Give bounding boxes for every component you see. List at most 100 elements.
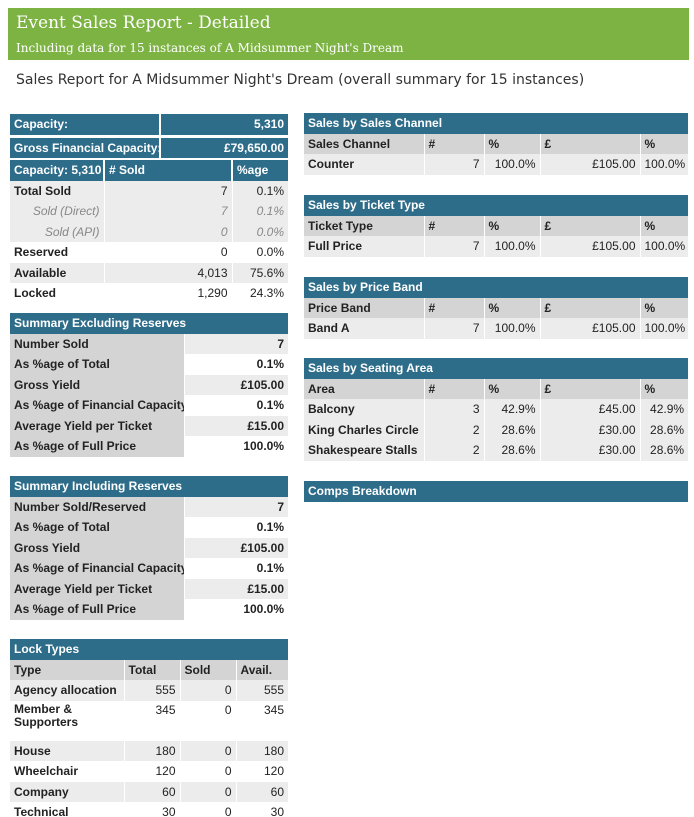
report-banner: Event Sales Report - Detailed Including … — [8, 8, 689, 60]
lock-avail: 345 — [235, 700, 289, 741]
row-value: £105.00 — [183, 537, 289, 558]
row-value: 100.0% — [183, 599, 289, 620]
row-label: As %age of Total — [10, 517, 184, 538]
lock-avail: 555 — [235, 680, 289, 701]
col-count: # — [423, 297, 484, 318]
row-count-pct: 42.9% — [483, 399, 540, 420]
row-name: Full Price — [304, 236, 424, 257]
lock-sold: 0 — [179, 802, 236, 817]
row-count: 7 — [423, 154, 484, 175]
col-ticket-type: Ticket Type — [304, 215, 424, 236]
col-amount: £ — [539, 215, 640, 236]
col-amount-pct: % — [639, 297, 688, 318]
capacity-summary-table: Capacity: 5,310 Gross Financial Capacity… — [10, 114, 288, 158]
sales-by-price-band-table: Sales by Price Band Price Band # % £ % B… — [304, 277, 688, 339]
col-count-pct: % — [483, 378, 540, 399]
row-amount: £45.00 — [539, 399, 640, 420]
price-band-title: Sales by Price Band — [304, 277, 688, 298]
row-amount: £105.00 — [539, 236, 640, 257]
row-label: Available — [10, 262, 104, 283]
table-row: Sold (API) 0 0.0% — [10, 221, 288, 242]
lock-sold: 0 — [179, 761, 236, 782]
table-row: Company 60 0 60 — [10, 781, 289, 802]
lock-type: Wheelchair — [10, 761, 124, 782]
ticket-type-title: Sales by Ticket Type — [304, 195, 689, 216]
table-row: As %age of Financial Capacity 0.1% — [10, 395, 289, 416]
row-name: King Charles Circle — [304, 419, 424, 440]
table-row: Technical 30 0 30 — [10, 802, 289, 817]
row-count: 7 — [423, 236, 484, 257]
banner-title: Event Sales Report - Detailed — [16, 13, 271, 33]
table-row: Available 4,013 75.6% — [10, 262, 288, 283]
lock-sold: 0 — [179, 680, 236, 701]
comps-breakdown-table: Comps Breakdown — [304, 481, 688, 502]
row-amount-pct: 42.9% — [639, 399, 689, 420]
row-name: Shakespeare Stalls — [304, 440, 424, 461]
row-value: 7 — [183, 333, 289, 354]
row-label: Reserved — [10, 242, 104, 263]
row-count: 3 — [423, 399, 484, 420]
table-row: Gross Yield £105.00 — [10, 537, 289, 558]
table-row: Member & Supporters 345 0 345 — [10, 700, 289, 741]
lock-types-title: Lock Types — [10, 639, 289, 660]
row-label: Average Yield per Ticket — [10, 415, 184, 436]
col-type: Type — [10, 659, 124, 680]
row-pct: 0.1% — [231, 180, 288, 201]
table-row: As %age of Total 0.1% — [10, 517, 289, 538]
lock-types-column-header: Type Total Sold Avail. — [10, 659, 289, 680]
lock-total: 345 — [123, 700, 180, 741]
lock-type: House — [10, 740, 124, 761]
table-row: Full Price 7 100.0% £105.00 100.0% — [304, 236, 689, 257]
row-pct: 0.1% — [231, 201, 288, 222]
row-value: 100.0% — [183, 436, 289, 457]
row-label: As %age of Financial Capacity — [10, 558, 184, 579]
col-total: Total — [123, 659, 180, 680]
table-row: Gross Yield £105.00 — [10, 374, 289, 395]
lock-avail: 60 — [235, 781, 289, 802]
table-row: Band A 7 100.0% £105.00 100.0% — [304, 318, 688, 339]
lock-avail: 30 — [235, 802, 289, 817]
lock-total: 180 — [123, 740, 180, 761]
col-amount-pct: % — [639, 215, 689, 236]
summary-excluding-reserves-table: Summary Excluding Reserves Number Sold 7 … — [10, 313, 289, 457]
col-price-band: Price Band — [304, 297, 424, 318]
row-count-pct: 28.6% — [483, 419, 540, 440]
col-amount: £ — [539, 297, 640, 318]
col-avail: Avail. — [235, 659, 289, 680]
row-label: Gross Yield — [10, 537, 184, 558]
row-sold: 4,013 — [103, 262, 232, 283]
table-row: Sold (Direct) 7 0.1% — [10, 201, 288, 222]
capacity-breakdown-header: Capacity: 5,310 # Sold %age — [10, 160, 288, 181]
row-count-pct: 100.0% — [483, 236, 540, 257]
row-amount-pct: 28.6% — [639, 440, 689, 461]
table-row: Shakespeare Stalls 2 28.6% £30.00 28.6% — [304, 440, 689, 461]
seating-area-title: Sales by Seating Area — [304, 358, 689, 379]
col-sales-channel: Sales Channel — [304, 133, 424, 154]
lock-sold: 0 — [179, 700, 236, 741]
col-area: Area — [304, 378, 424, 399]
row-value: £105.00 — [183, 374, 289, 395]
summary-including-title: Summary Including Reserves — [10, 476, 289, 497]
row-pct: 75.6% — [231, 262, 288, 283]
col-count-pct: % — [483, 133, 540, 154]
row-count: 2 — [423, 440, 484, 461]
lock-types-table: Lock Types Type Total Sold Avail. Agency… — [10, 639, 289, 817]
table-row: Average Yield per Ticket £15.00 — [10, 415, 289, 436]
table-row: As %age of Financial Capacity 0.1% — [10, 558, 289, 579]
capacity-breakdown-table: Capacity: 5,310 # Sold %age Total Sold 7… — [10, 160, 288, 304]
col-amount: £ — [539, 133, 640, 154]
banner-subtitle: Including data for 15 instances of A Mid… — [16, 41, 404, 55]
row-sold: 7 — [103, 201, 232, 222]
lock-sold: 0 — [179, 740, 236, 761]
row-value: 0.1% — [183, 558, 289, 579]
sales-by-ticket-type-table: Sales by Ticket Type Ticket Type # % £ %… — [304, 195, 689, 257]
row-amount-pct: 100.0% — [639, 154, 689, 175]
table-row: King Charles Circle 2 28.6% £30.00 28.6% — [304, 419, 689, 440]
row-amount-pct: 28.6% — [639, 419, 689, 440]
row-sold: 1,290 — [103, 283, 232, 304]
row-label: As %age of Full Price — [10, 436, 184, 457]
summary-excluding-title: Summary Excluding Reserves — [10, 313, 289, 334]
table-row: Balcony 3 42.9% £45.00 42.9% — [304, 399, 689, 420]
row-value: 0.1% — [183, 395, 289, 416]
lock-type: Agency allocation — [10, 680, 124, 701]
